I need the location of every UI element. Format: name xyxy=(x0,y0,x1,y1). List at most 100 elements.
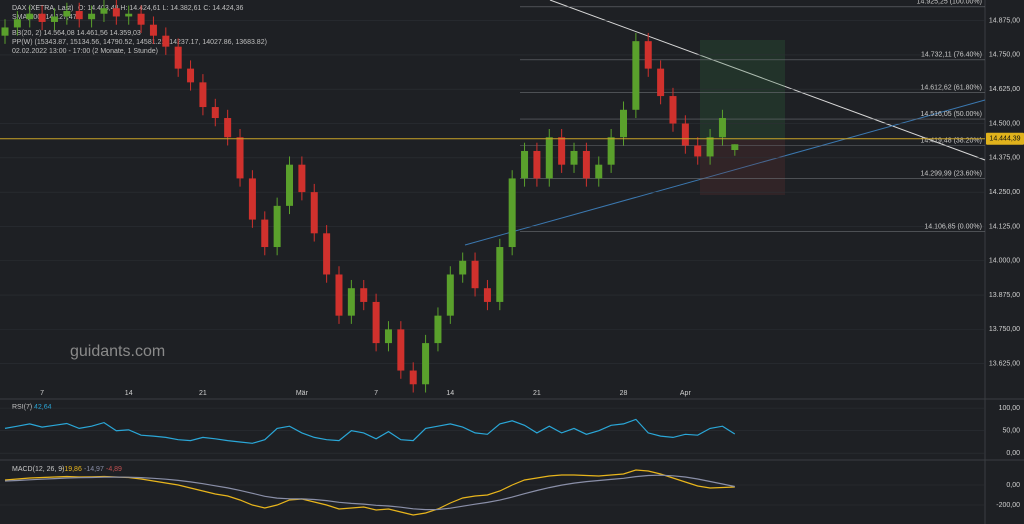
signal-value: -14,97 xyxy=(84,466,104,473)
candle-body xyxy=(582,150,590,179)
candle-body xyxy=(248,178,256,220)
legend-line: BB(20, 2) 14.564,08 14.461,56 14.359,03 xyxy=(12,30,141,37)
y-tick-label: 13.750,00 xyxy=(989,326,1020,333)
candle-body xyxy=(508,178,516,248)
candle-body xyxy=(706,137,714,157)
x-tick-label: Mär xyxy=(296,390,309,397)
candle-body xyxy=(236,137,244,179)
x-tick-label: 7 xyxy=(40,390,44,397)
x-tick-label: 14 xyxy=(446,390,454,397)
x-tick-label: Apr xyxy=(680,390,692,397)
candle-body xyxy=(273,205,281,248)
price-tag-box xyxy=(986,132,1024,145)
candle-body xyxy=(446,274,454,316)
y-tick-label: 14.125,00 xyxy=(989,223,1020,230)
legend-line: PP(W) (15343.87, 15134.56, 14790.52, 145… xyxy=(12,39,267,46)
series-line xyxy=(4,474,735,511)
candle-body xyxy=(323,233,331,275)
y-tick-label: 14.750,00 xyxy=(989,52,1020,59)
x-tick-label: 14 xyxy=(125,390,133,397)
candle-body xyxy=(409,370,417,385)
fib-label: 14.612,62 (61.80%) xyxy=(921,84,983,91)
y-tick-label: 50,00 xyxy=(1002,428,1020,435)
candle-body xyxy=(100,8,108,14)
macd-title: MACD(12, 26, 9) xyxy=(12,466,65,473)
candle-body xyxy=(286,164,294,206)
legend-line: 02.02.2022 13:00 - 17:00 (2 Monate, 1 St… xyxy=(12,48,158,55)
candle-body xyxy=(211,107,219,119)
candle-body xyxy=(459,260,467,275)
watermark: guidants.com xyxy=(70,343,165,360)
candle-body xyxy=(521,150,529,179)
y-tick-label: 14.250,00 xyxy=(989,189,1020,196)
candle-body xyxy=(570,150,578,165)
trend-line xyxy=(464,99,986,246)
fib-label: 14.732,11 (76.40%) xyxy=(921,52,982,59)
candle-body xyxy=(397,329,405,371)
chart-title: DAX (XETRA, Last) xyxy=(12,5,73,12)
candle-body xyxy=(360,288,368,302)
candle-body xyxy=(718,118,726,138)
candle-body xyxy=(50,16,58,22)
y-tick-label: 100,00 xyxy=(999,405,1021,412)
candle-body xyxy=(372,301,380,344)
fib-label: 14.299,99 (23.60%) xyxy=(921,170,983,177)
candle-body xyxy=(174,46,182,69)
y-tick-label: 0,00 xyxy=(1006,450,1020,457)
y-tick-label: -200,00 xyxy=(996,502,1020,509)
series-line xyxy=(4,418,736,444)
x-tick-label: 21 xyxy=(199,390,207,397)
candle-body xyxy=(483,288,491,302)
x-tick-label: 21 xyxy=(533,390,541,397)
candle-body xyxy=(607,137,615,165)
candle-body xyxy=(75,10,83,20)
candle-body xyxy=(38,13,46,22)
candle-body xyxy=(434,315,442,344)
candle-body xyxy=(199,82,207,108)
y-tick-label: 14.375,00 xyxy=(989,155,1020,162)
y-tick-label: 13.625,00 xyxy=(989,361,1020,368)
candle-body xyxy=(125,13,133,17)
candle-body xyxy=(694,145,702,157)
candle-body xyxy=(533,150,541,179)
candle-body xyxy=(558,137,566,165)
y-tick-label: 14.500,00 xyxy=(989,120,1020,127)
fib-label: 14.419,48 (38.20%) xyxy=(921,137,983,144)
candle-body xyxy=(13,19,21,28)
rsi-title: RSI(7) xyxy=(12,404,32,411)
trend-line xyxy=(549,0,986,161)
candle-body xyxy=(384,329,392,344)
fib-label: 14.106,85 (0.00%) xyxy=(924,223,982,230)
fib-zone xyxy=(700,140,785,195)
candle-body xyxy=(26,13,34,20)
candle-body xyxy=(496,247,504,302)
candle-body xyxy=(731,144,739,151)
candle-body xyxy=(137,13,145,25)
candle-body xyxy=(644,41,652,69)
legend-line: O: 14.403,48 H: 14.424,61 L: 14.382,61 C… xyxy=(78,5,244,12)
macd-value: -19,86 xyxy=(62,466,82,473)
candle-body xyxy=(187,68,195,83)
candle-body xyxy=(669,96,677,124)
candle-body xyxy=(471,260,479,289)
candle-body xyxy=(347,288,355,316)
candle-body xyxy=(298,164,306,193)
candle-body xyxy=(422,343,430,385)
candle-body xyxy=(88,13,96,20)
candle-body xyxy=(63,10,71,17)
y-tick-label: 0,00 xyxy=(1006,482,1020,489)
y-tick-label: 14.625,00 xyxy=(989,86,1020,93)
candle-body xyxy=(149,24,157,36)
y-tick-label: 13.875,00 xyxy=(989,292,1020,299)
fib-label: 14.516,05 (50.00%) xyxy=(921,111,983,118)
candle-body xyxy=(162,35,170,47)
price-tag: 14.444,39 xyxy=(989,136,1020,143)
candle-body xyxy=(310,192,318,234)
rsi-value: 42,64 xyxy=(34,404,52,411)
candle-body xyxy=(620,109,627,138)
x-tick-label: 7 xyxy=(374,390,378,397)
candle-body xyxy=(681,123,689,146)
candle-body xyxy=(545,137,553,179)
candle-body xyxy=(1,27,9,36)
